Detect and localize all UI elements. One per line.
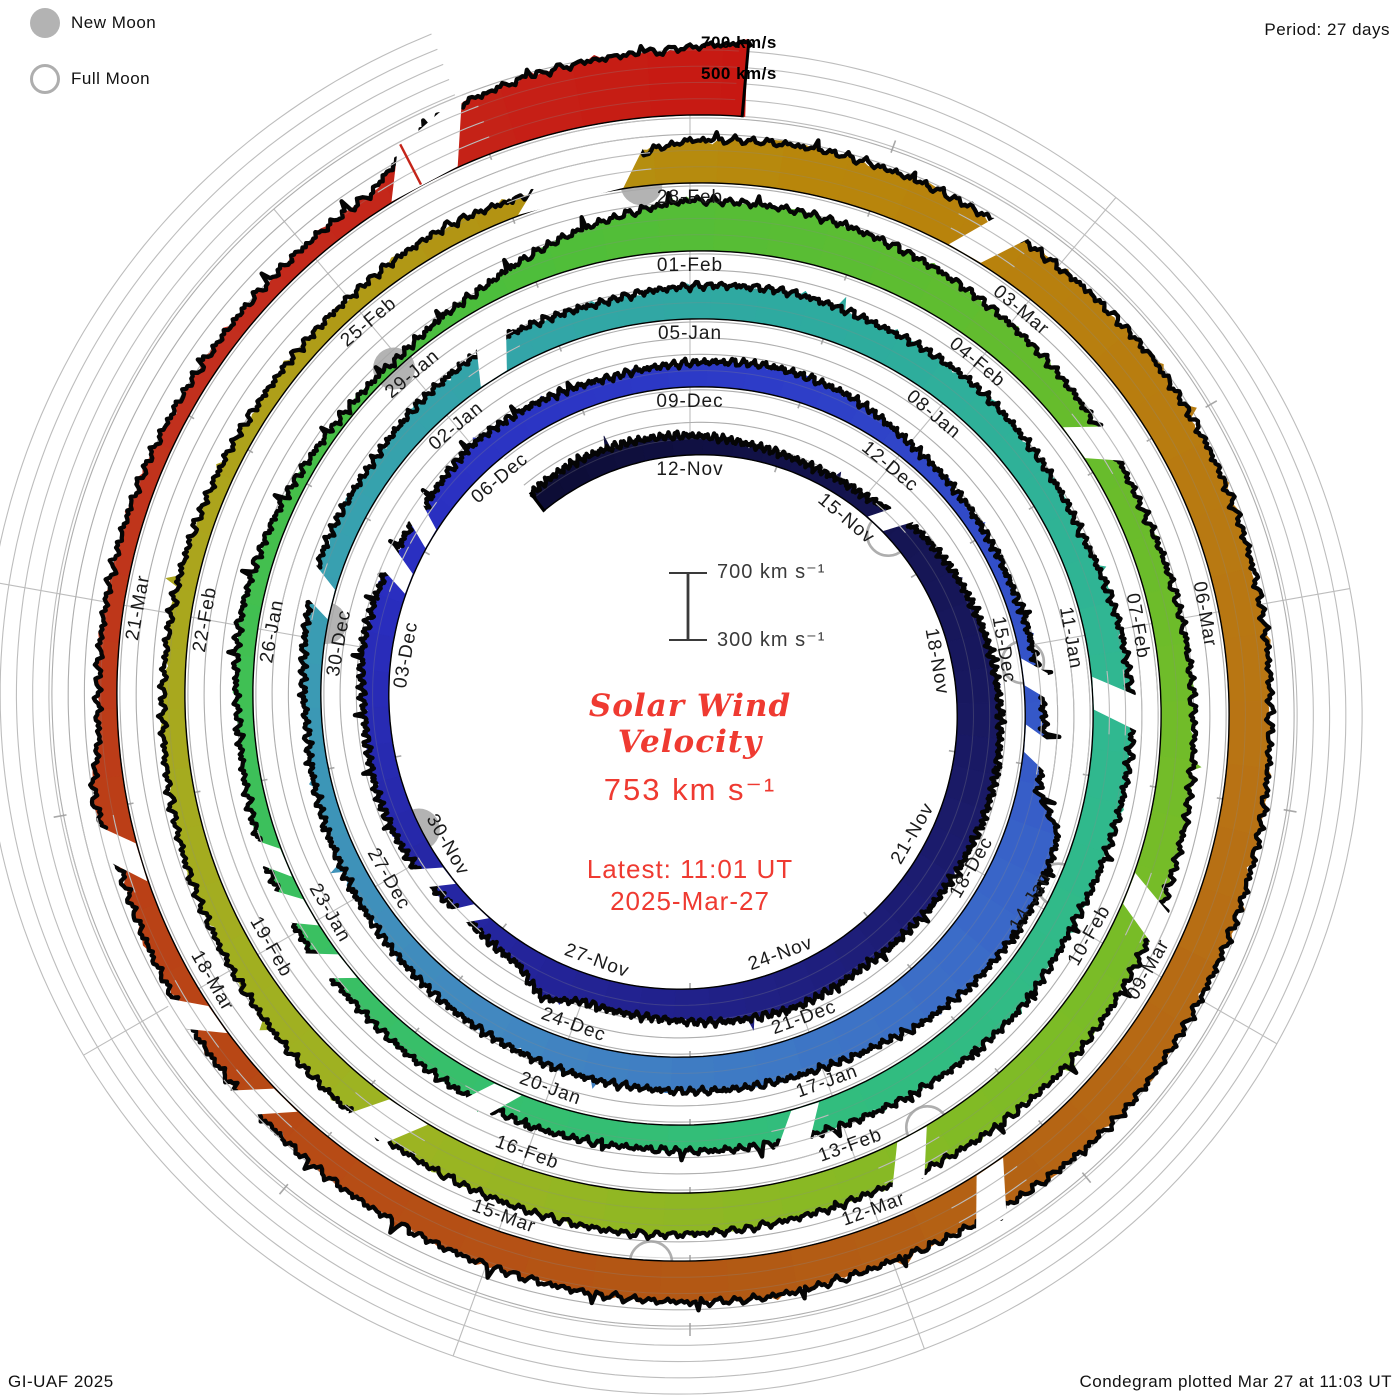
chart-title-line1: Solar Wind — [588, 688, 792, 724]
chart-title-line2: Velocity — [617, 724, 763, 760]
isolated-spikes — [399, 143, 423, 186]
chart-title: Solar Wind Velocity — [587, 688, 793, 760]
current-velocity-value: 753 km s⁻¹ — [603, 772, 777, 807]
credit-label: GI-UAF 2025 — [8, 1372, 114, 1391]
baseline-spiral — [116, 114, 1230, 1262]
date-label: 12-Nov — [656, 459, 723, 480]
data-gaps — [64, 90, 1198, 1252]
velocity-outline — [88, 39, 1277, 1313]
date-label: 09-Dec — [656, 391, 723, 412]
velocity-band — [90, 38, 1273, 1305]
period-label: Period: 27 days — [1264, 20, 1390, 39]
plotted-timestamp: Condegram plotted Mar 27 at 11:03 UT — [1079, 1372, 1392, 1391]
date-label: 28-Feb — [657, 187, 723, 208]
latest-time: Latest: 11:01 UT — [586, 854, 794, 884]
band-edge-caps — [528, 40, 751, 513]
latest-date: 2025-Mar-27 — [610, 886, 770, 916]
new-moon-label: New Moon — [71, 13, 157, 32]
center-annotation: Solar Wind Velocity 753 km s⁻¹ Latest: 1… — [587, 688, 793, 917]
outer-scale-700: 700 km/s — [701, 33, 777, 52]
scale-bar — [669, 572, 707, 641]
date-label: 05-Jan — [658, 323, 722, 344]
new-moon-icon — [30, 8, 60, 38]
scalebar-top-label: 700 km s⁻¹ — [717, 561, 826, 583]
scalebar-bottom-label: 300 km s⁻¹ — [717, 629, 826, 651]
outer-scale-500: 500 km/s — [701, 64, 777, 83]
full-moon-icon — [30, 64, 60, 94]
date-label: 01-Feb — [657, 255, 723, 276]
full-moon-label: Full Moon — [71, 69, 151, 88]
